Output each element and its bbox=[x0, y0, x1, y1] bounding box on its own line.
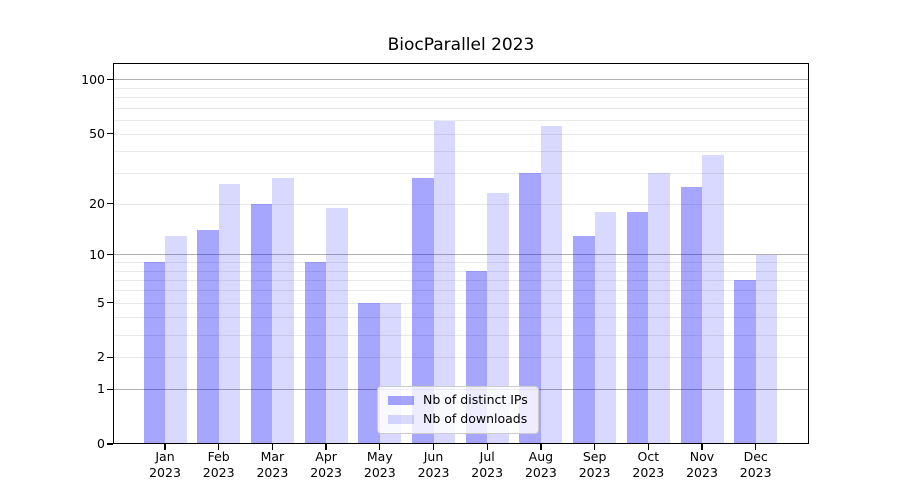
y-tick-mark bbox=[107, 79, 113, 81]
x-tick-mark bbox=[164, 444, 166, 450]
y-tick-mark bbox=[107, 443, 113, 445]
y-tick-label: 2 bbox=[97, 349, 105, 365]
gridline-minor bbox=[113, 119, 809, 121]
y-tick-mark bbox=[107, 254, 113, 256]
x-tick-label: Aug 2023 bbox=[524, 449, 557, 481]
x-tick-mark bbox=[755, 444, 757, 450]
bar-downloads-oct bbox=[648, 173, 670, 444]
y-tick-label: 50 bbox=[89, 125, 105, 141]
bar-distinct-ips-oct bbox=[626, 211, 649, 444]
x-tick-mark bbox=[486, 444, 488, 450]
x-tick-mark bbox=[379, 444, 381, 450]
y-tick-label: 100 bbox=[81, 71, 105, 87]
x-tick-mark bbox=[271, 444, 274, 450]
legend-swatch-distinct-ips bbox=[388, 395, 414, 405]
bar-distinct-ips-mar bbox=[250, 203, 273, 444]
gridline-minor bbox=[113, 357, 809, 359]
bar-distinct-ips-dec bbox=[734, 279, 756, 444]
legend-item-distinct-ips: Nb of distinct IPs bbox=[388, 392, 528, 408]
bar-distinct-ips-sep bbox=[573, 235, 595, 444]
bar-downloads-jul bbox=[487, 193, 509, 444]
bar-downloads-jun bbox=[433, 120, 455, 444]
x-tick-label: Oct 2023 bbox=[632, 449, 665, 481]
bar-distinct-ips-aug bbox=[519, 173, 541, 444]
bar-distinct-ips-jan bbox=[143, 262, 165, 444]
y-tick-mark bbox=[107, 203, 113, 205]
gridline-major bbox=[113, 79, 809, 81]
y-tick-label: 1 bbox=[97, 381, 105, 397]
x-tick-label: Nov 2023 bbox=[686, 449, 718, 481]
legend-swatch-downloads bbox=[388, 414, 414, 424]
bar-downloads-sep bbox=[594, 211, 617, 444]
gridline-minor bbox=[113, 290, 809, 292]
x-tick-label: Jul 2023 bbox=[471, 449, 504, 481]
x-tick-mark bbox=[647, 444, 649, 450]
gridline-minor bbox=[113, 88, 809, 90]
gridline-minor bbox=[113, 173, 809, 175]
bar-downloads-nov bbox=[702, 154, 724, 444]
x-tick-label: Dec 2023 bbox=[739, 449, 772, 481]
x-tick-label: May 2023 bbox=[363, 449, 396, 481]
x-tick-mark bbox=[432, 444, 435, 450]
legend-item-downloads: Nb of downloads bbox=[388, 411, 528, 427]
x-tick-mark bbox=[218, 444, 220, 450]
gridline-minor bbox=[113, 203, 809, 205]
gridline-minor bbox=[113, 317, 809, 318]
x-tick-label: Sep 2023 bbox=[578, 449, 611, 481]
legend: Nb of distinct IPs Nb of downloads bbox=[377, 386, 539, 434]
chart-title: BiocParallel 2023 bbox=[387, 35, 535, 55]
legend-label-downloads: Nb of downloads bbox=[423, 411, 528, 427]
y-tick-mark bbox=[107, 133, 113, 135]
x-tick-label: Jun 2023 bbox=[417, 449, 450, 481]
x-tick-label: Mar 2023 bbox=[256, 449, 289, 481]
gridline-minor bbox=[113, 302, 809, 304]
y-tick-mark bbox=[107, 356, 113, 358]
gridline-minor bbox=[113, 279, 809, 281]
bar-downloads-aug bbox=[540, 126, 563, 444]
legend-label-distinct-ips: Nb of distinct IPs bbox=[423, 392, 528, 407]
bar-downloads-jan bbox=[165, 235, 187, 444]
bar-distinct-ips-may bbox=[358, 302, 380, 444]
x-tick-mark bbox=[540, 444, 542, 450]
x-tick-label: Feb 2023 bbox=[202, 449, 235, 481]
plot-area: 0 1 2 5 10 20 50 100 Jan 2023 Feb 2023 Mar 2023 Apr… bbox=[81, 63, 809, 480]
bar-distinct-ips-apr bbox=[304, 262, 327, 444]
x-tick-mark bbox=[593, 444, 596, 450]
y-tick-mark bbox=[107, 301, 113, 304]
x-tick-mark bbox=[325, 444, 327, 450]
bar-distinct-ips-nov bbox=[680, 186, 702, 444]
gridline-minor bbox=[113, 262, 809, 264]
x-tick-mark bbox=[701, 444, 703, 450]
bar-downloads-feb bbox=[218, 183, 241, 444]
bar-downloads-dec bbox=[755, 254, 778, 444]
gridline-minor bbox=[113, 133, 809, 135]
bar-downloads-mar bbox=[272, 178, 294, 444]
y-tick-mark bbox=[107, 388, 113, 390]
gridline-minor bbox=[113, 270, 809, 272]
gridline-minor bbox=[113, 97, 809, 99]
y-tick-label: 5 bbox=[97, 294, 105, 310]
bar-downloads-apr bbox=[326, 207, 348, 444]
y-tick-label: 20 bbox=[89, 195, 105, 211]
gridline-minor bbox=[113, 334, 809, 336]
x-tick-label: Apr 2023 bbox=[310, 449, 342, 481]
gridline-major bbox=[113, 254, 809, 256]
bar-distinct-ips-jun bbox=[412, 178, 434, 444]
bar-distinct-ips-feb bbox=[197, 230, 219, 444]
gridline-minor bbox=[113, 150, 809, 152]
x-tick-label: Jan 2023 bbox=[149, 449, 181, 481]
y-tick-label: 10 bbox=[89, 246, 105, 262]
gridline-minor bbox=[113, 107, 809, 109]
y-tick-label: 0 bbox=[97, 436, 105, 451]
